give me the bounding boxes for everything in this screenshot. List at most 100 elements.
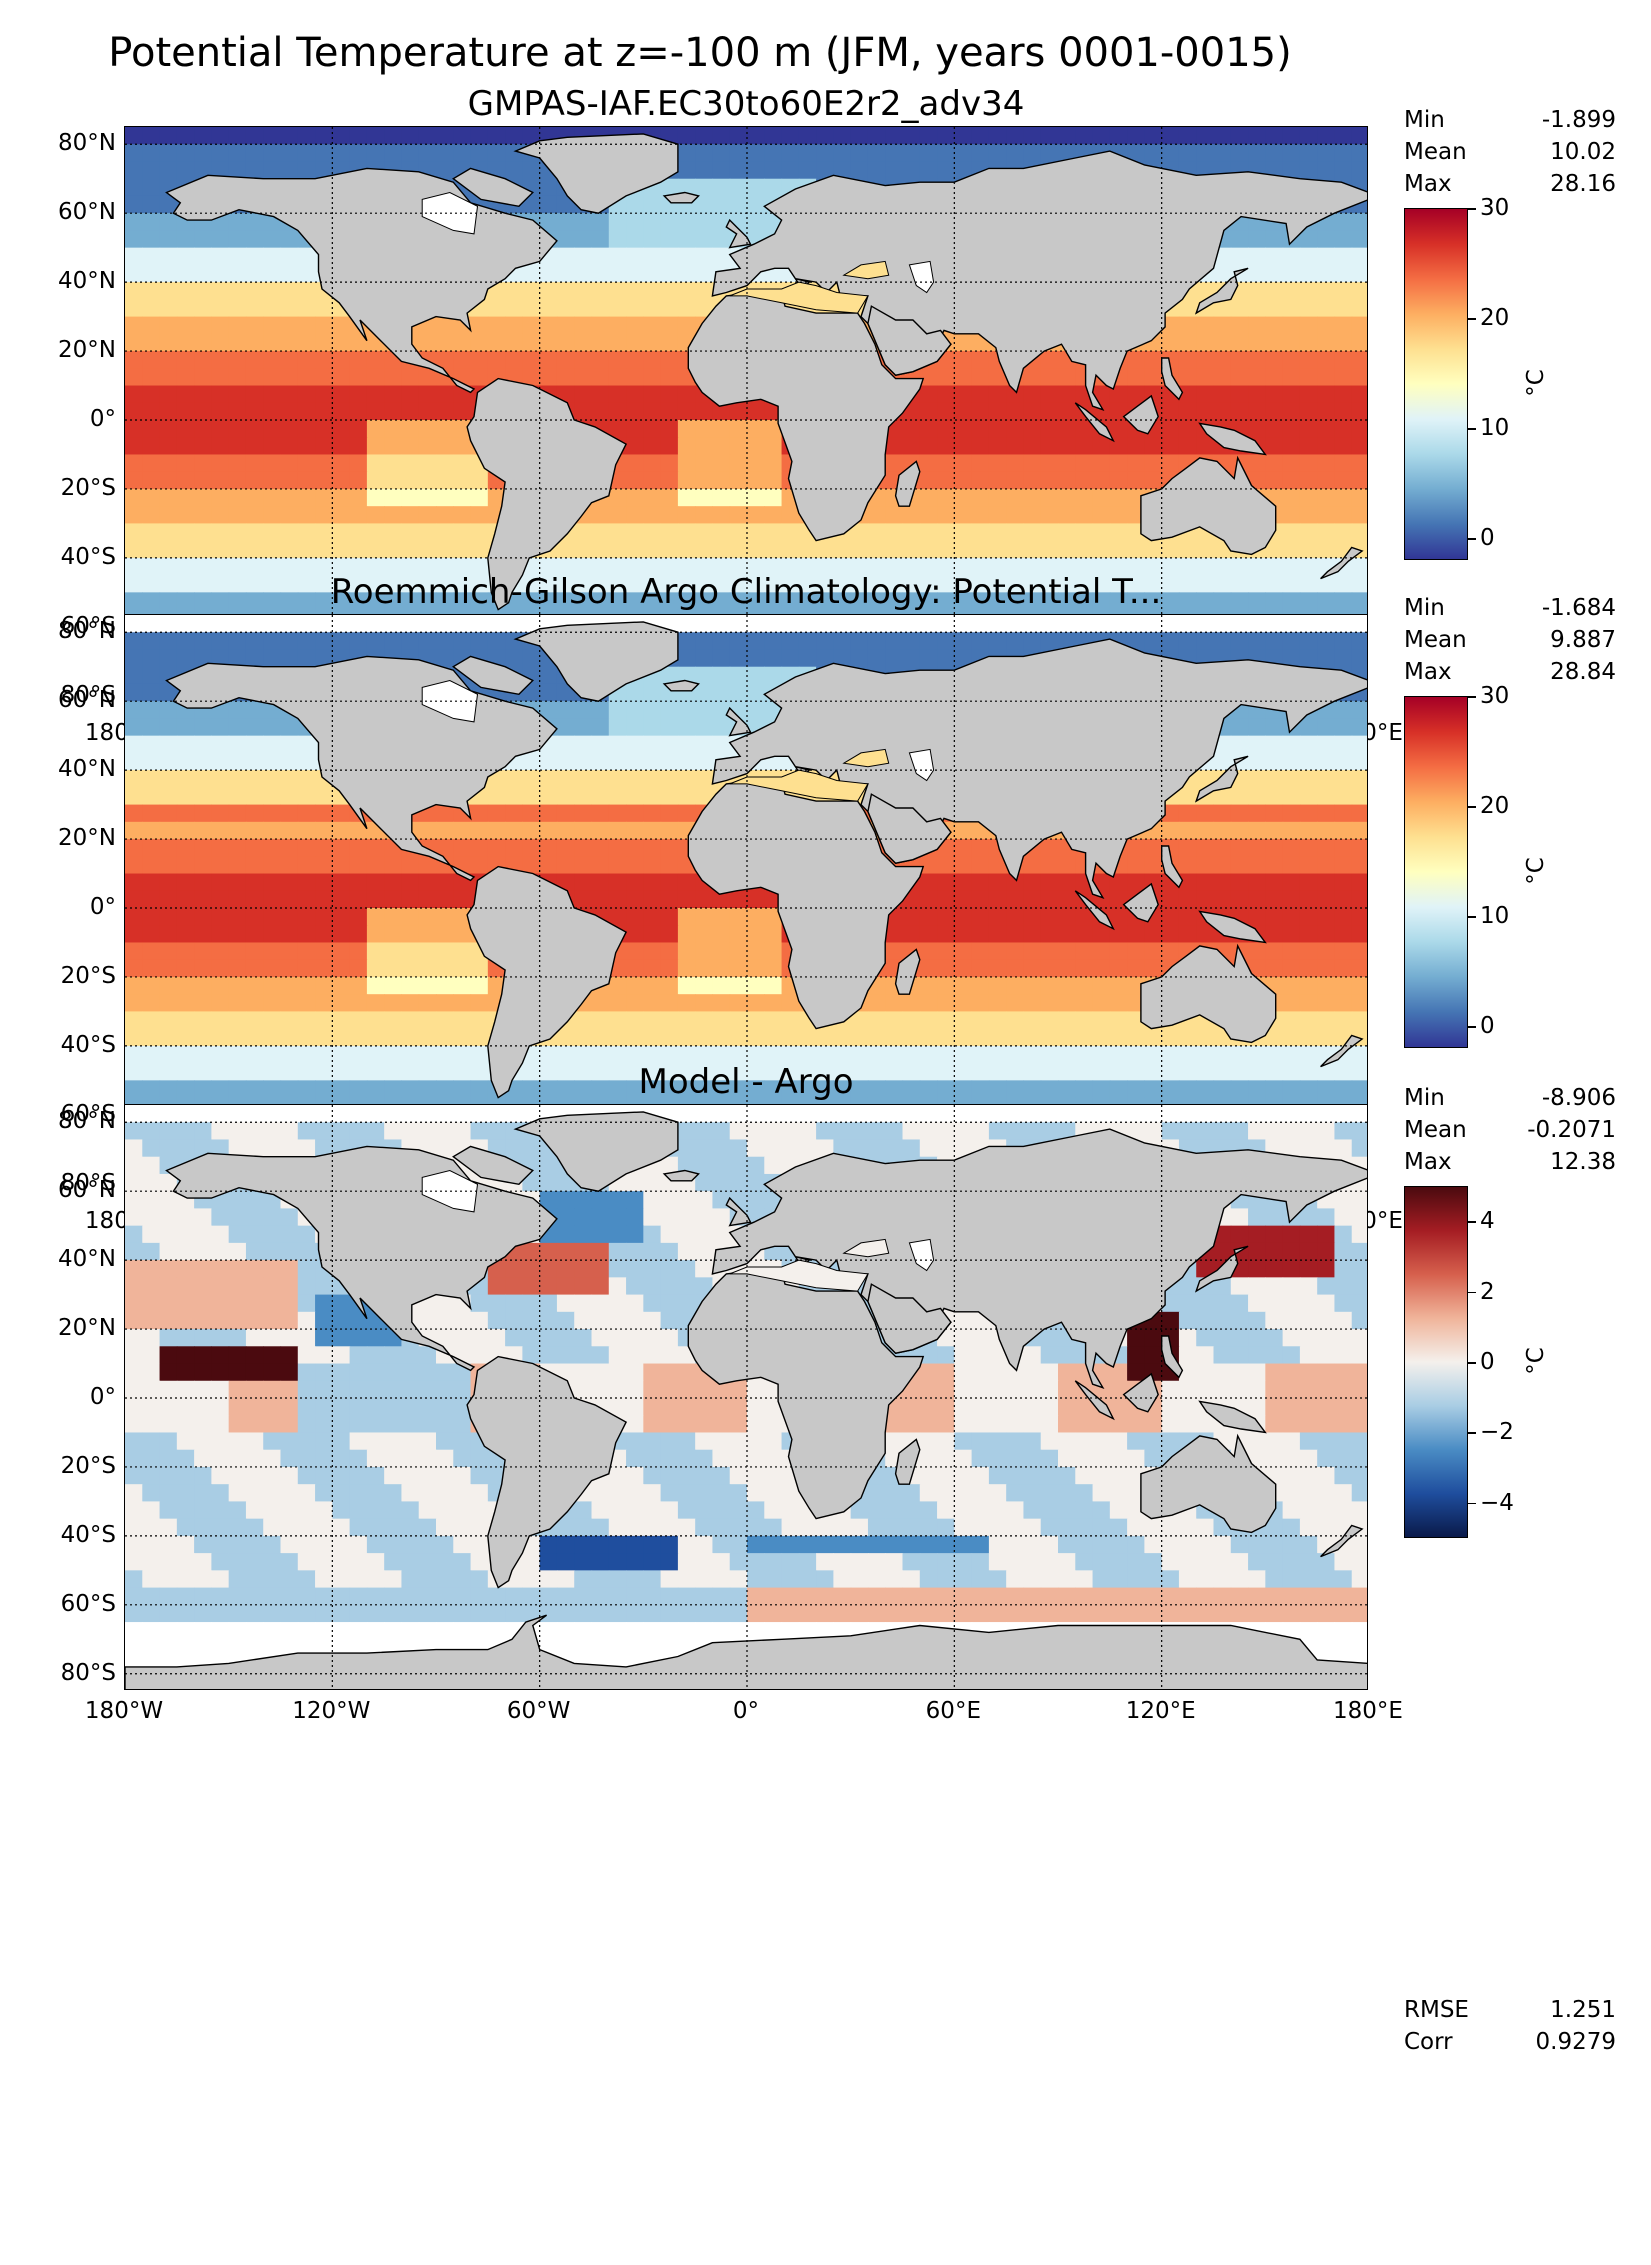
field-cell [1334, 316, 1353, 335]
field-cell [280, 420, 299, 438]
field-cell [436, 420, 454, 438]
field-cell [574, 787, 593, 806]
field-cell [401, 488, 420, 507]
field-cell [315, 632, 333, 651]
field-cell [747, 540, 765, 559]
field-cell [885, 523, 904, 542]
field-cell [919, 368, 938, 387]
field-cell [626, 959, 644, 978]
field-cell [159, 1028, 178, 1047]
field-cell [245, 925, 264, 944]
field-cell [729, 925, 748, 944]
field-cell [1230, 804, 1249, 823]
field-cell [971, 942, 990, 961]
field-cell [1213, 557, 1232, 576]
field-cell [626, 770, 644, 788]
field-cell [1144, 368, 1163, 387]
field-cell [1282, 506, 1301, 525]
field-cell [1299, 735, 1318, 754]
field-cell [315, 890, 333, 909]
field-cell [505, 839, 523, 857]
field-cell [1127, 540, 1145, 559]
field-cell [211, 368, 230, 387]
field-cell [1161, 908, 1180, 926]
field-cell [867, 1063, 886, 1081]
field-cell [971, 557, 990, 576]
field-cell [574, 735, 593, 754]
field-cell [159, 368, 178, 387]
field-cell [280, 873, 299, 892]
field-cell [954, 437, 973, 456]
field-cell [608, 420, 627, 438]
field-cell [125, 575, 143, 593]
field-cell [245, 873, 264, 892]
field-cell [280, 959, 299, 978]
field-cell [159, 1011, 178, 1030]
field-cell [263, 821, 282, 840]
field-cell [539, 264, 558, 283]
field-cell [781, 523, 800, 542]
field-cell [211, 1045, 230, 1064]
field-cell [626, 701, 644, 720]
field-cell [591, 299, 610, 318]
field-cell [280, 925, 299, 944]
field-cell [159, 351, 178, 369]
field-cell [988, 437, 1007, 456]
field-cell [159, 437, 178, 456]
field-cell [453, 1080, 472, 1099]
field-cell [1161, 1028, 1180, 1047]
field-cell [1127, 592, 1145, 611]
field-cell [211, 1028, 230, 1047]
field-cell [349, 615, 368, 633]
field-cell [1351, 471, 1367, 490]
field-cell [677, 890, 696, 909]
field-cell [228, 488, 247, 507]
field-cell [211, 420, 230, 438]
field-cell [194, 770, 212, 788]
field-cell [263, 873, 282, 892]
field-cell [1127, 1028, 1145, 1047]
field-cell [228, 804, 247, 823]
field-cell [211, 161, 230, 180]
field-cell [1023, 592, 1042, 611]
field-cell [1265, 804, 1284, 823]
field-cell [1334, 925, 1353, 944]
mediterranean-sea [729, 769, 869, 802]
field-cell [349, 420, 368, 438]
field-cell [349, 454, 368, 473]
field-cell [1265, 890, 1284, 909]
field-cell [971, 592, 990, 611]
field-cell [643, 908, 662, 926]
field-cell [453, 976, 472, 995]
field-cell [677, 718, 696, 737]
field-cell [142, 735, 161, 754]
field-cell [608, 213, 627, 232]
field-cell [1334, 908, 1353, 926]
field-cell [280, 316, 299, 335]
field-cell [228, 247, 247, 266]
field-cell [677, 1063, 696, 1081]
field-cell [159, 523, 178, 542]
field-cell [1265, 770, 1284, 788]
field-cell [1161, 575, 1180, 593]
field-cell [729, 976, 748, 995]
field-cell [677, 264, 696, 283]
field-cell [159, 752, 178, 771]
field-cell [1299, 368, 1318, 387]
field-cell [1213, 1045, 1232, 1064]
field-cell [436, 144, 454, 163]
field-cell [418, 976, 437, 995]
field-cell [142, 718, 161, 737]
field-cell [194, 787, 212, 806]
field-cell [125, 735, 143, 754]
field-cell [263, 471, 282, 490]
field-cell [1282, 488, 1301, 507]
field-cell [902, 1045, 921, 1064]
field-cell [315, 385, 333, 404]
field-cell [280, 575, 299, 593]
field-cell [436, 976, 454, 995]
field-cell [142, 873, 161, 892]
field-cell [695, 144, 714, 163]
field-cell [384, 976, 403, 995]
field-cell [194, 839, 212, 857]
